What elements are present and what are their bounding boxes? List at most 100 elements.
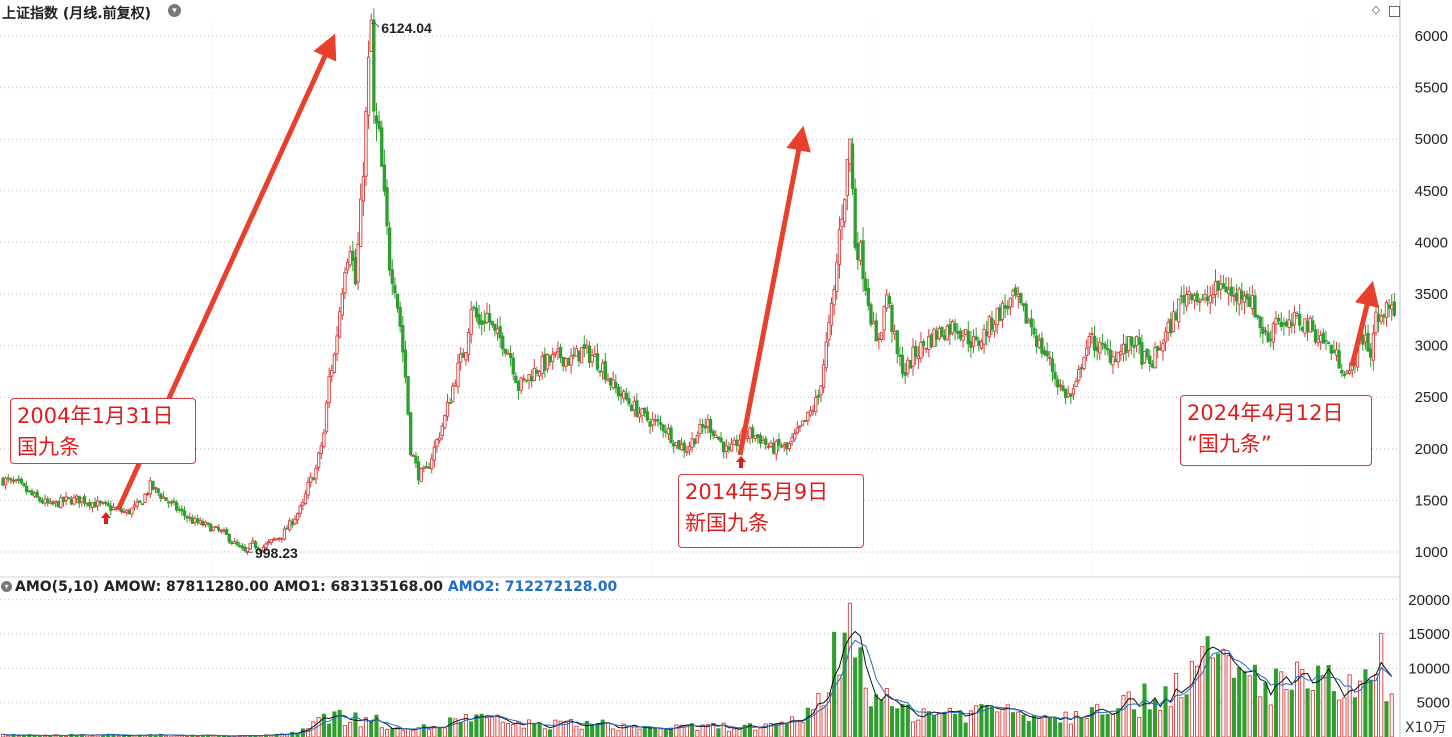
candle [1029, 309, 1034, 337]
candle [1077, 365, 1081, 384]
candle [1063, 387, 1068, 405]
candle [437, 432, 442, 444]
price-tick-label: 2000 [1415, 441, 1448, 458]
candle [940, 326, 944, 338]
candle [616, 384, 621, 401]
candle [256, 546, 260, 551]
candle [1221, 274, 1226, 289]
candle [1298, 304, 1302, 332]
candle [153, 486, 158, 494]
candle [11, 476, 16, 484]
candle [1269, 330, 1273, 348]
candle [143, 493, 147, 504]
candle [716, 436, 721, 441]
volume-bar [327, 723, 332, 737]
indicator-menu-icon[interactable]: ▾ [1, 581, 12, 592]
candle [1287, 309, 1291, 336]
volume-bar [763, 723, 768, 737]
candle [1061, 379, 1065, 392]
candle [1369, 342, 1373, 368]
trend-arrow-2014 [737, 125, 811, 456]
candle [932, 327, 936, 348]
candle [1232, 286, 1236, 306]
candle [887, 292, 892, 309]
candle [1371, 324, 1375, 371]
candle [219, 528, 223, 535]
diamond-icon[interactable]: ◇ [1371, 4, 1381, 16]
candle [1376, 305, 1381, 332]
candle [832, 284, 836, 316]
candle [548, 354, 552, 367]
candle [869, 302, 873, 328]
candle [387, 221, 392, 277]
candle [1203, 289, 1207, 303]
candle [1192, 292, 1197, 310]
candle [1261, 316, 1265, 344]
volume-bar [758, 727, 763, 737]
candle [1129, 336, 1134, 355]
volume-bar [1247, 675, 1252, 737]
volume-bar [342, 725, 347, 737]
candle [501, 332, 505, 357]
volume-bar [1289, 689, 1294, 737]
candle [690, 432, 694, 453]
volume-bar [858, 647, 863, 737]
candle [282, 525, 287, 541]
candle [777, 433, 781, 452]
candle [490, 320, 494, 329]
volume-bar [1084, 717, 1089, 737]
candle [43, 494, 47, 507]
candle [971, 329, 976, 354]
trend-arrow-2024 [1349, 280, 1380, 367]
candle [1156, 345, 1160, 359]
volume-axis-labels: 5000 10000 15000 20000 [1408, 592, 1450, 712]
candle [1324, 330, 1328, 350]
candle [622, 388, 626, 403]
candle [890, 302, 894, 343]
candle [1253, 289, 1257, 319]
volume-bar [1216, 653, 1221, 737]
volume-bar [916, 719, 921, 737]
candle [74, 494, 79, 504]
candle [1290, 313, 1294, 334]
restore-window-icon[interactable] [1389, 6, 1400, 17]
candle [624, 388, 629, 402]
volume-bar [874, 694, 879, 737]
low-value-label: 998.23 [255, 545, 298, 561]
candle [30, 488, 34, 496]
candle [1084, 339, 1089, 362]
candle [519, 376, 523, 395]
candle [527, 374, 531, 390]
volume-bar [595, 723, 600, 737]
candle [1145, 348, 1149, 361]
candle [456, 353, 460, 394]
volume-bar [847, 602, 852, 737]
candle [487, 304, 492, 331]
volume-bar [1268, 704, 1273, 737]
candle [1037, 333, 1041, 350]
candle [1284, 318, 1289, 328]
candle [25, 480, 29, 496]
candle [1150, 359, 1155, 369]
volume-bar [526, 719, 532, 737]
candle [1184, 286, 1189, 312]
candle [677, 439, 681, 451]
candle [674, 441, 678, 449]
candle [1387, 298, 1391, 318]
candle [1211, 284, 1215, 305]
candle [235, 538, 239, 548]
candle [1179, 286, 1183, 305]
candle [661, 423, 665, 438]
volume-bars [0, 602, 1394, 737]
volume-bar [1147, 709, 1152, 737]
annotation-2024-text: “国九条” [1187, 432, 1272, 456]
candle [590, 348, 594, 368]
volume-bar [484, 717, 490, 737]
candle [203, 520, 208, 528]
candle [232, 538, 237, 544]
volume-bar [1295, 661, 1300, 737]
volume-bar [574, 725, 579, 737]
chevron-down-circle-icon[interactable]: ▾ [168, 4, 181, 17]
candle [1311, 315, 1315, 333]
